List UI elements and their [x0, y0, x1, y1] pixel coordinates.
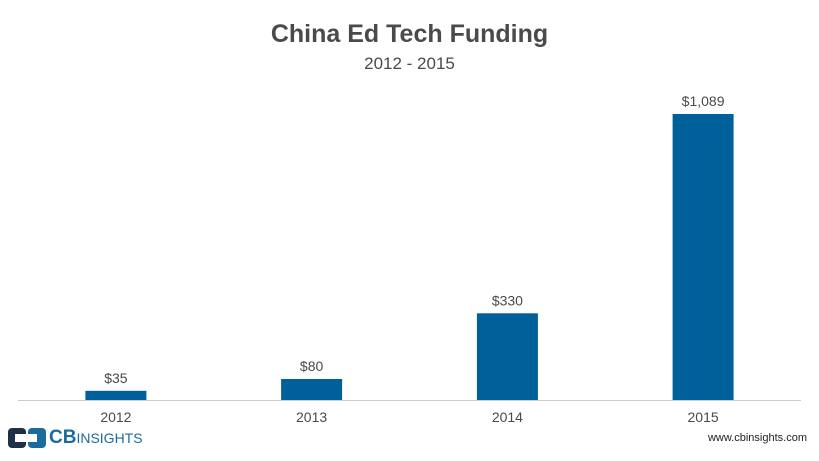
bar-2015 — [672, 114, 734, 400]
x-tick-label-2013: 2013 — [296, 409, 327, 425]
bar-2014 — [476, 313, 538, 400]
data-label-2015: $1,089 — [682, 93, 725, 109]
x-tick-label-2012: 2012 — [100, 409, 131, 425]
bar-2013 — [281, 379, 343, 400]
logo-brand-light: INSIGHTS — [76, 430, 143, 446]
x-tick-label-2014: 2014 — [492, 409, 523, 425]
cb-insights-logo: CBINSIGHTS — [8, 426, 143, 450]
data-label-2012: $35 — [104, 370, 128, 386]
bar-2012 — [85, 390, 147, 400]
chart-subtitle: 2012 - 2015 — [364, 54, 455, 73]
logo-brand-bold: CB — [49, 427, 77, 448]
data-label-2014: $330 — [492, 292, 523, 308]
source-url: www.cbinsights.com — [707, 432, 807, 444]
cb-insights-logo-text: CBINSIGHTS — [49, 427, 143, 449]
data-label-2013: $80 — [300, 358, 324, 374]
x-tick-label-2015: 2015 — [688, 409, 719, 425]
chart-title: China Ed Tech Funding — [270, 20, 549, 48]
cb-insights-logo-icon — [8, 428, 46, 448]
